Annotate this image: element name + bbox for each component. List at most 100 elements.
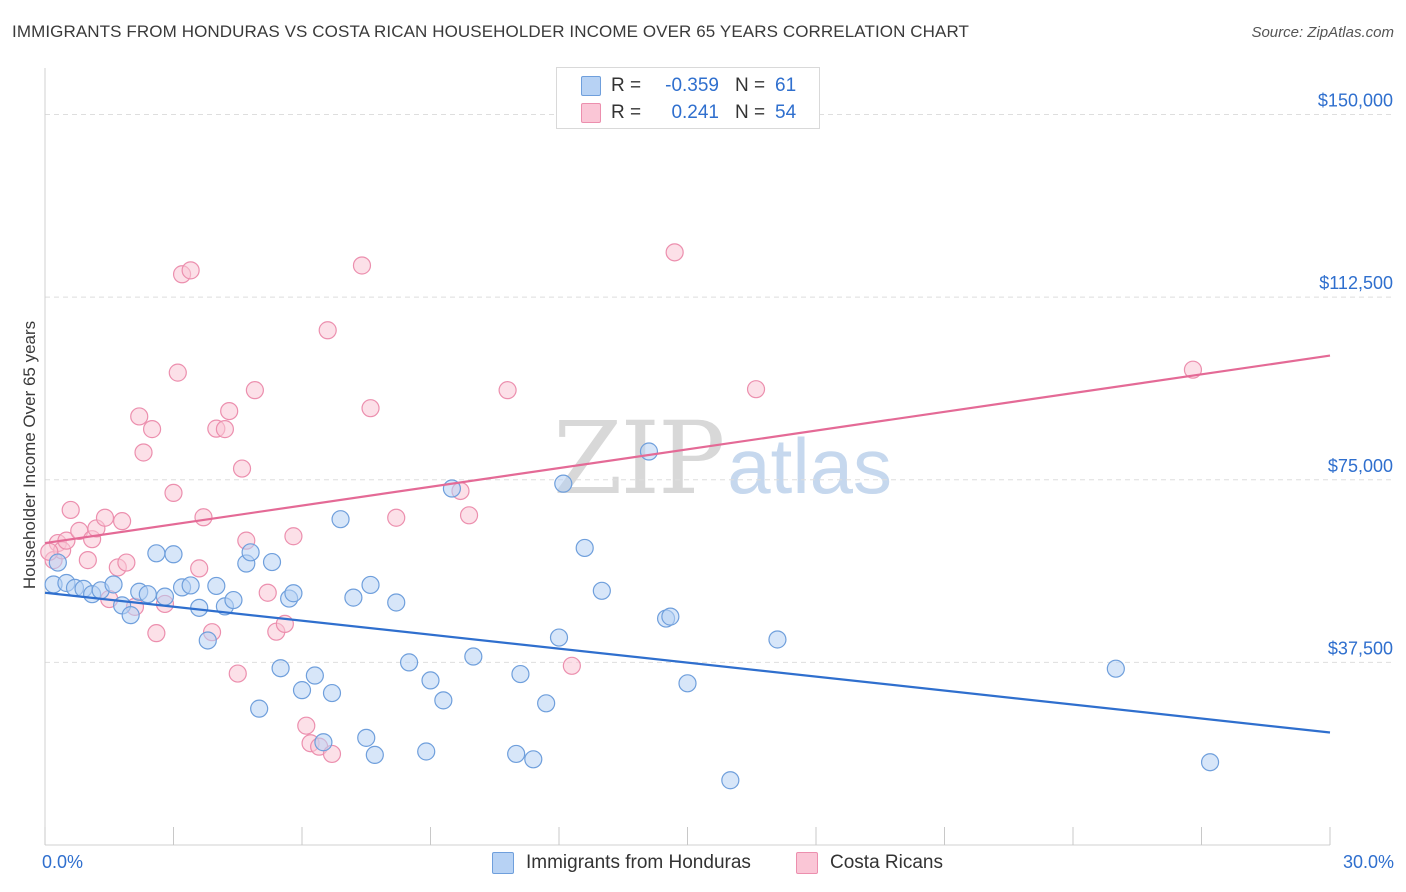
- r-label: R =: [611, 75, 642, 96]
- y-tick-label: $37,500: [1328, 638, 1393, 658]
- costa-ricans-points: [40, 243, 1203, 764]
- honduras-point: [434, 691, 453, 710]
- r-label: R =: [611, 102, 642, 123]
- watermark-zip: ZIP: [553, 400, 725, 517]
- honduras-point: [121, 606, 140, 625]
- costa-ricans-point: [459, 506, 479, 525]
- costa-ricans-point: [245, 381, 264, 400]
- costa-ricans-point: [164, 483, 183, 503]
- honduras-point: [365, 745, 384, 765]
- honduras-point: [575, 538, 594, 558]
- legend-item-costa-ricans[interactable]: Costa Ricans: [796, 852, 943, 874]
- honduras-point: [250, 699, 269, 718]
- costa-ricans-point: [117, 553, 136, 572]
- x-tick-label-min: 0.0%: [42, 852, 84, 872]
- costa-ricans-point: [190, 559, 209, 578]
- costa-ricans-point: [562, 656, 581, 675]
- watermark-atlas: atlas: [727, 422, 893, 510]
- costa-ricans-point: [352, 256, 372, 275]
- honduras-point: [155, 587, 175, 606]
- honduras-point: [164, 545, 183, 564]
- honduras-point: [314, 733, 333, 752]
- source-credit: Source: ZipAtlas.com: [1251, 24, 1394, 41]
- axes: [44, 68, 1331, 846]
- y-tick-labels: $37,500 $75,000 $112,500 $150,000: [1318, 91, 1393, 659]
- r-value: 0.241: [671, 102, 719, 123]
- costa-ricans-point: [130, 407, 149, 426]
- legend-label: Immigrants from Honduras: [526, 852, 751, 873]
- honduras-point: [224, 590, 243, 610]
- honduras-point: [181, 576, 200, 595]
- honduras-point: [417, 742, 436, 761]
- honduras-point: [554, 474, 573, 493]
- costa-ricans-point: [142, 420, 162, 439]
- stats-row-costa-ricans: R = 0.241 N = 54: [581, 100, 796, 126]
- costa-ricans-point: [318, 321, 337, 340]
- honduras-point: [678, 674, 697, 693]
- honduras-points: [44, 442, 1220, 790]
- r-value: -0.359: [665, 75, 719, 96]
- honduras-point: [421, 671, 440, 690]
- n-value: 61: [775, 75, 797, 96]
- costa-ricans-point: [361, 399, 380, 418]
- honduras-point: [639, 442, 659, 461]
- costa-ricans-legend-swatch: [796, 852, 818, 874]
- costa-ricans-point: [665, 243, 684, 262]
- chart-title: IMMIGRANTS FROM HONDURAS VS COSTA RICAN …: [12, 22, 970, 41]
- honduras-point: [357, 728, 376, 747]
- honduras-point: [305, 666, 324, 685]
- honduras-point: [284, 584, 303, 603]
- honduras-point: [1200, 753, 1220, 772]
- y-tick-label: $75,000: [1328, 456, 1393, 476]
- costa-ricans-point: [134, 443, 153, 462]
- honduras-point: [207, 576, 226, 596]
- honduras-point: [292, 681, 312, 700]
- x-tick-label-max: 30.0%: [1342, 852, 1394, 872]
- honduras-point: [241, 543, 260, 562]
- honduras-point: [464, 647, 483, 666]
- costa-ricans-point: [215, 420, 234, 439]
- honduras-point: [399, 653, 419, 672]
- honduras-point: [104, 575, 123, 594]
- honduras-point: [537, 694, 556, 713]
- honduras-point: [549, 628, 569, 647]
- y-tick-label: $150,000: [1318, 91, 1393, 111]
- series-legend: Immigrants from Honduras Costa Ricans: [0, 852, 1406, 878]
- honduras-point: [387, 593, 406, 612]
- honduras-point: [331, 510, 350, 529]
- legend-item-honduras[interactable]: Immigrants from Honduras: [492, 852, 751, 874]
- n-label: N =: [735, 75, 766, 96]
- costa-ricans-point: [78, 551, 97, 570]
- y-tick-label: $112,500: [1319, 273, 1393, 293]
- costa-ricans-point: [147, 624, 166, 643]
- honduras-trend-line: [44, 591, 1331, 734]
- stats-legend: R = -0.359 N = 61 R = 0.241 N = 54: [556, 67, 820, 129]
- honduras-point: [511, 664, 530, 684]
- honduras-point: [768, 630, 787, 649]
- costa-ricans-point: [61, 500, 80, 520]
- honduras-point: [198, 631, 217, 650]
- honduras-point: [138, 585, 157, 604]
- costa-ricans-point: [168, 363, 187, 382]
- honduras-point: [262, 552, 282, 572]
- legend-label: Costa Ricans: [830, 852, 943, 873]
- honduras-point: [271, 659, 290, 678]
- costa-ricans-point: [284, 527, 303, 546]
- costa-ricans-trend-line: [44, 354, 1331, 545]
- honduras-point: [507, 744, 526, 764]
- costa-ricans-point: [228, 664, 247, 683]
- costa-ricans-point: [498, 381, 517, 400]
- costa-ricans-point: [746, 380, 766, 399]
- costa-ricans-point: [194, 508, 213, 527]
- honduras-point: [322, 683, 342, 703]
- n-value: 54: [775, 102, 797, 123]
- costa-ricans-point: [181, 261, 200, 280]
- honduras-point: [344, 588, 363, 607]
- honduras-point: [48, 553, 67, 572]
- costa-ricans-point: [95, 508, 115, 527]
- costa-ricans-point: [112, 512, 132, 531]
- honduras-point: [1106, 659, 1125, 678]
- trend-lines: [44, 354, 1331, 734]
- costa-ricans-point: [258, 583, 277, 602]
